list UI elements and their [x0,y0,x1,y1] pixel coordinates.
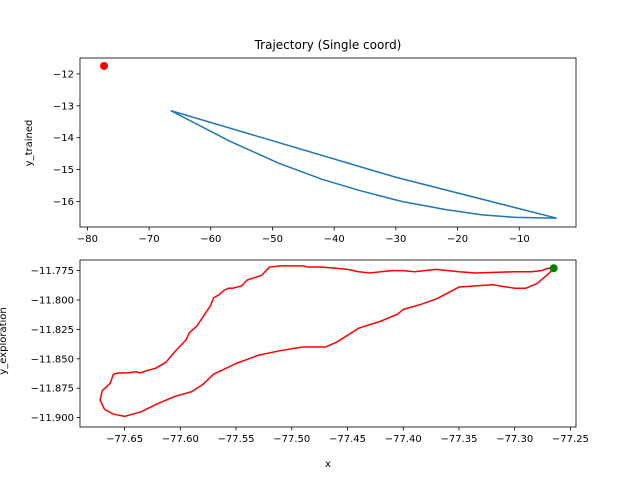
x-tick-label: −77.60 [162,434,199,445]
x-tick-label: −77.30 [496,434,533,445]
x-tick-label: −10 [509,234,530,245]
y-tick-label: −11.900 [31,413,74,424]
bottom-plot-frame [79,259,577,428]
x-tick-label: −70 [139,234,160,245]
series-line [170,109,558,219]
y-tick-label: −12 [53,69,74,80]
bottom-x-axis-label: x [325,459,331,470]
point-marker [100,61,109,70]
x-tick-label: −50 [262,234,283,245]
point-marker [549,264,558,273]
y-tick-label: −15 [53,165,74,176]
x-tick-label: −77.40 [385,434,422,445]
x-tick-label: −77.65 [106,434,143,445]
y-tick-label: −11.825 [31,325,74,336]
y-tick-label: −14 [53,133,74,144]
top-plot-frame [79,57,577,228]
bottom-y-axis-label: y_exploration [0,307,9,374]
top-ticks: −80 −70 −60 −50 −40 −30 −20 −10 −12 −13 −14 −15 −16 [53,69,530,245]
top-series [170,109,558,219]
y-tick-label: −11.875 [31,384,74,395]
series-line [99,265,555,418]
x-tick-label: −60 [200,234,221,245]
x-tick-label: −80 [77,234,98,245]
y-tick-label: −16 [53,197,74,208]
y-tick-label: −11.775 [31,266,74,277]
top-markers [100,61,109,70]
bottom-markers [549,264,558,273]
x-tick-label: −77.45 [329,434,366,445]
x-tick-label: −77.55 [218,434,255,445]
y-tick-label: −11.800 [31,295,74,306]
top-y-axis-label: y_trained [24,120,35,167]
top-subplot: Trajectory (Single coord) y_trained −80−… [24,38,577,245]
x-tick-label: −77.25 [552,434,589,445]
bottom-ticks: −77.65 −77.60 −77.55 −77.50 −77.45 −77.40 −77.… [31,266,589,445]
y-tick-label: −11.850 [31,354,74,365]
bottom-subplot: x y_exploration −77.65 −77.60 −77.55 −77.50… [0,259,589,470]
x-tick-label: −77.50 [273,434,310,445]
x-tick-label: −30 [385,234,406,245]
y-tick-label: −13 [53,101,74,112]
top-plot-title: Trajectory (Single coord) [254,38,402,52]
x-tick-label: −40 [324,234,345,245]
x-tick-label: −77.35 [440,434,477,445]
x-tick-label: −20 [447,234,468,245]
bottom-series [99,265,555,418]
